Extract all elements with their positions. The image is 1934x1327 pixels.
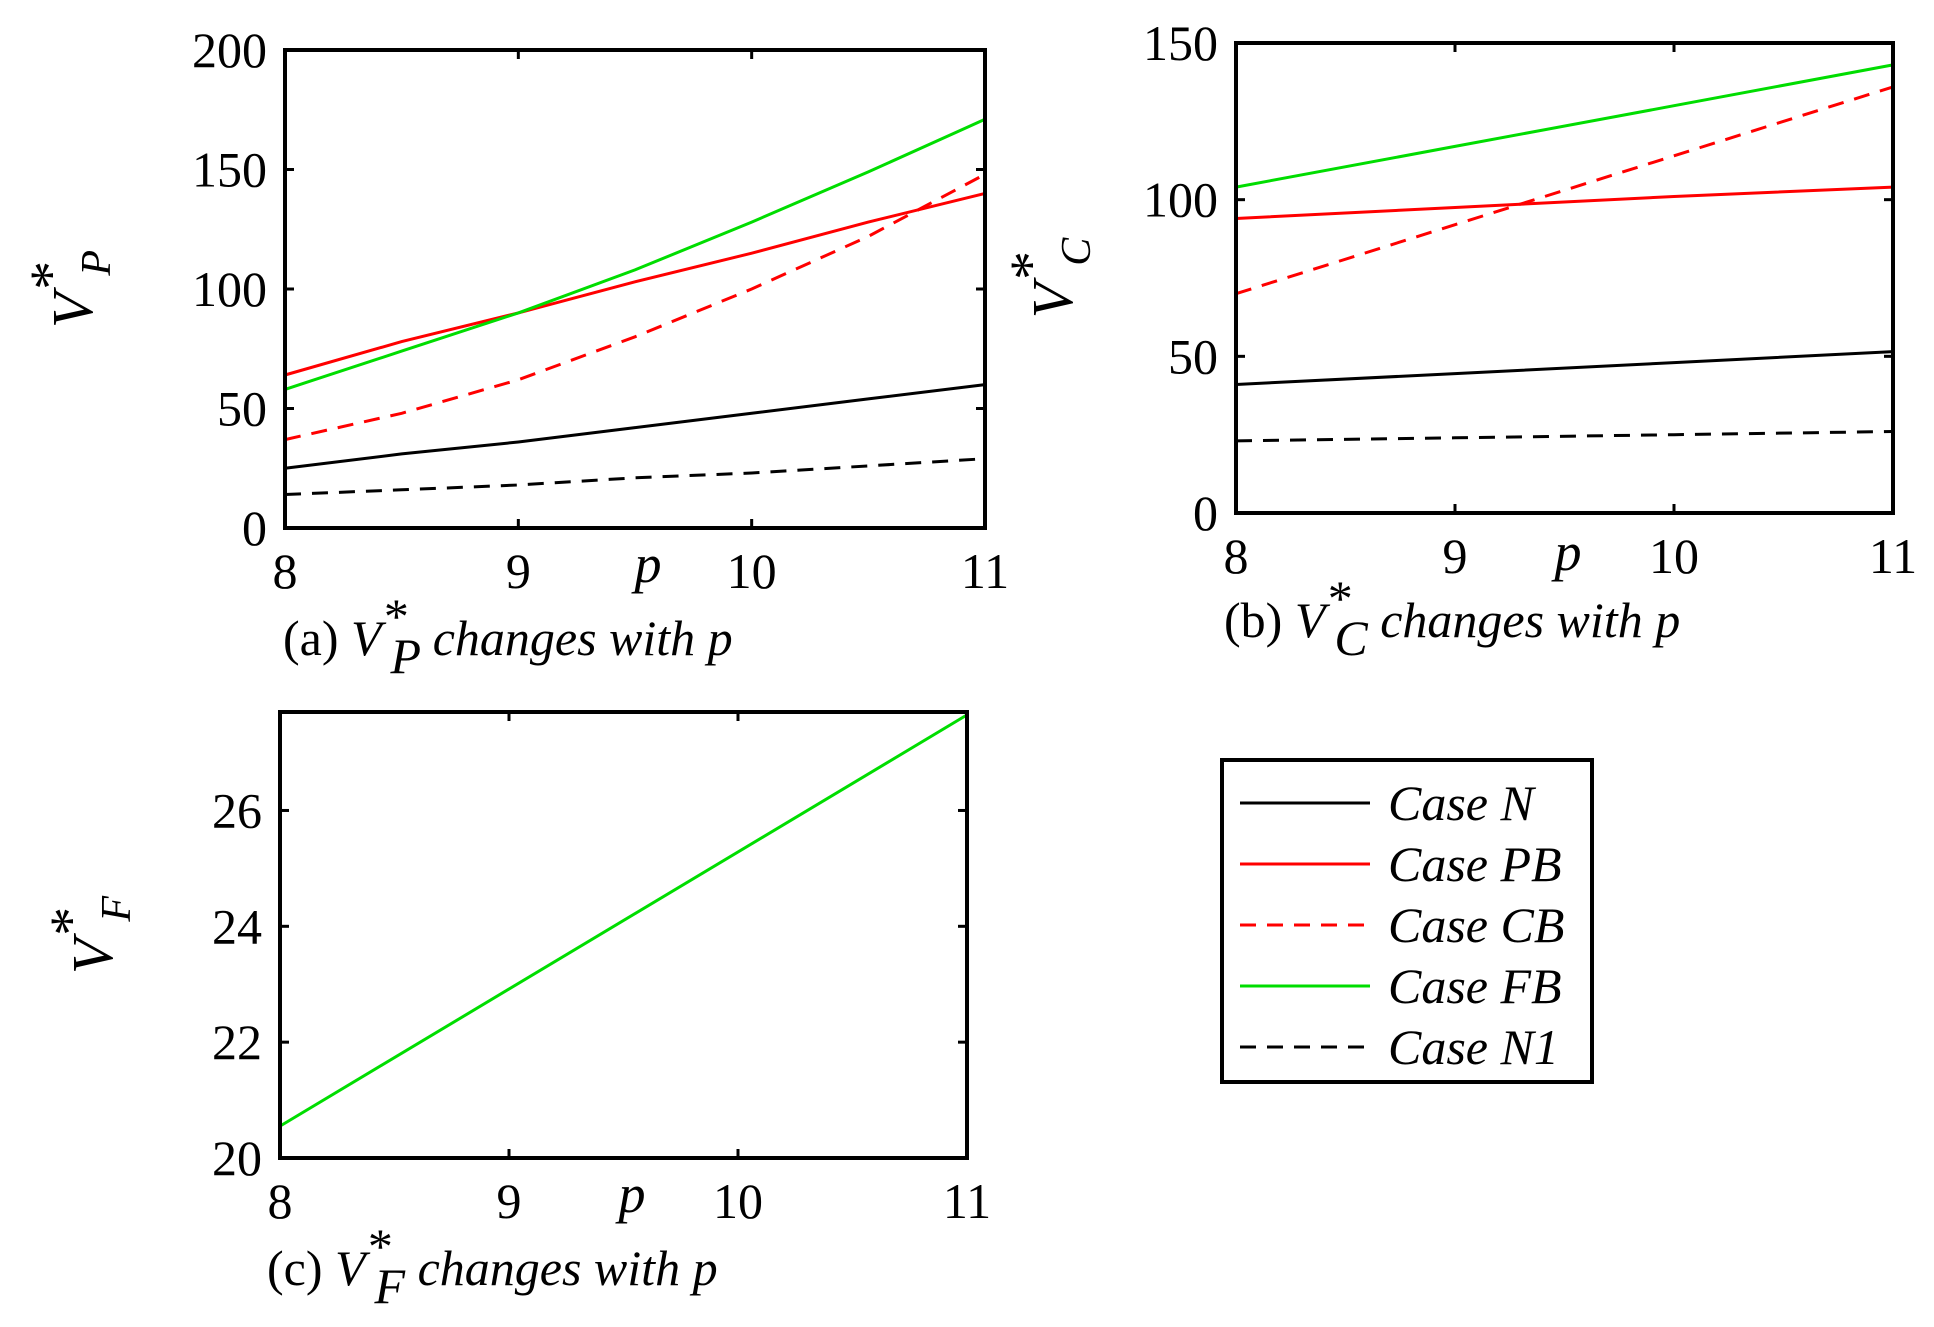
panel-c-series-case-fb xyxy=(279,713,968,1128)
panel-c-x-tick-label: 10 xyxy=(713,1173,763,1229)
legend-label-case-n1: Case N1 xyxy=(1388,1019,1559,1075)
panel-b-x-tick-label: 10 xyxy=(1649,528,1699,584)
panel-b-y-tick-label: 150 xyxy=(1143,15,1218,71)
panel-c-y-axis-label: V*F xyxy=(38,896,140,974)
panel-b-y-tick-label: 100 xyxy=(1143,172,1218,228)
panel-a-series-case-pb xyxy=(284,191,986,377)
panel-a-y-tick-label: 200 xyxy=(192,22,267,78)
panel-c-y-tick-label: 24 xyxy=(212,898,262,954)
panel-a-caption: (a) V* P changes with p xyxy=(283,588,733,684)
panel-c-x-axis-label: p xyxy=(615,1164,646,1224)
panel-b-series-case-fb xyxy=(1235,63,1894,189)
panel-c-y-tick-label: 26 xyxy=(212,782,262,838)
panel-a-v-p-vs-p: p V*P (a) V* P changes with p 8 9 10 11 0 50 10… xyxy=(18,22,1009,684)
legend-box xyxy=(1220,758,1594,1084)
panel-a-x-tick-label: 10 xyxy=(727,543,777,599)
legend-label-case-pb: Case PB xyxy=(1388,836,1562,892)
panel-a-y-tick-label: 150 xyxy=(192,142,267,198)
panel-b-series-case-cb xyxy=(1235,85,1894,296)
panel-c-axes-frame xyxy=(278,710,969,1160)
legend-label-case-n: Case N xyxy=(1388,775,1537,831)
legend-entry-case-fb: Case FB xyxy=(1240,958,1562,1014)
panel-b-y-axis-label: V*C xyxy=(998,237,1100,318)
panel-c-y-tick-label: 22 xyxy=(212,1014,262,1070)
panel-a-series-case-n1 xyxy=(284,457,986,496)
legend-entry-case-n1: Case N1 xyxy=(1240,1019,1559,1075)
legend-label-case-cb: Case CB xyxy=(1388,897,1564,953)
panel-b-axes-frame xyxy=(1234,41,1895,515)
panel-b-v-c-vs-p: p V*C (b) V* C changes with p 8 9 10 11 0 50 10… xyxy=(998,15,1917,666)
panel-a-x-tick-label: 9 xyxy=(506,543,531,599)
panel-a-series-case-cb xyxy=(284,172,986,442)
legend-entry-case-cb: Case CB xyxy=(1240,897,1564,953)
panel-a-y-tick-label: 0 xyxy=(242,500,267,556)
panel-b-series-case-n1 xyxy=(1235,430,1894,443)
panel-a-series-case-fb xyxy=(284,117,986,391)
legend-label-case-fb: Case FB xyxy=(1388,958,1562,1014)
panel-b-x-tick-label: 11 xyxy=(1869,528,1917,584)
panel-b-x-tick-label: 8 xyxy=(1224,528,1249,584)
panel-b-x-axis-label: p xyxy=(1551,522,1582,582)
panel-a-x-axis-label: p xyxy=(631,534,662,594)
legend-entry-case-n: Case N xyxy=(1240,775,1537,831)
panel-a-y-tick-label: 100 xyxy=(192,261,267,317)
panel-b-y-tick-label: 50 xyxy=(1168,328,1218,384)
legend: Case N Case PB Case CB Case FB Case N1 xyxy=(1220,758,1594,1084)
panel-c-y-tick-label: 20 xyxy=(212,1130,262,1186)
panel-c-v-f-vs-p: p V*F (c) V* F changes with p 8 9 10 11 20 22 2… xyxy=(38,710,991,1314)
panel-a-x-tick-label: 11 xyxy=(961,543,1009,599)
panel-b-series-case-pb xyxy=(1235,185,1894,220)
panel-a-series-case-n xyxy=(284,383,986,470)
panel-a-x-tick-label: 8 xyxy=(273,543,298,599)
panel-c-x-tick-label: 8 xyxy=(268,1173,293,1229)
panel-a-y-axis-label: V*P xyxy=(18,250,120,328)
panel-c-x-tick-label: 11 xyxy=(943,1173,991,1229)
panel-c-caption: (c) V* F changes with p xyxy=(267,1218,718,1314)
panel-b-series-case-n xyxy=(1235,350,1894,386)
panel-a-y-tick-label: 50 xyxy=(217,381,267,437)
panel-b-y-tick-label: 0 xyxy=(1193,485,1218,541)
panel-a-axes-frame xyxy=(283,48,987,530)
panel-b-x-tick-label: 9 xyxy=(1443,528,1468,584)
panel-c-x-tick-label: 9 xyxy=(497,1173,522,1229)
legend-entry-case-pb: Case PB xyxy=(1240,836,1562,892)
panel-b-caption: (b) V* C changes with p xyxy=(1224,570,1680,666)
